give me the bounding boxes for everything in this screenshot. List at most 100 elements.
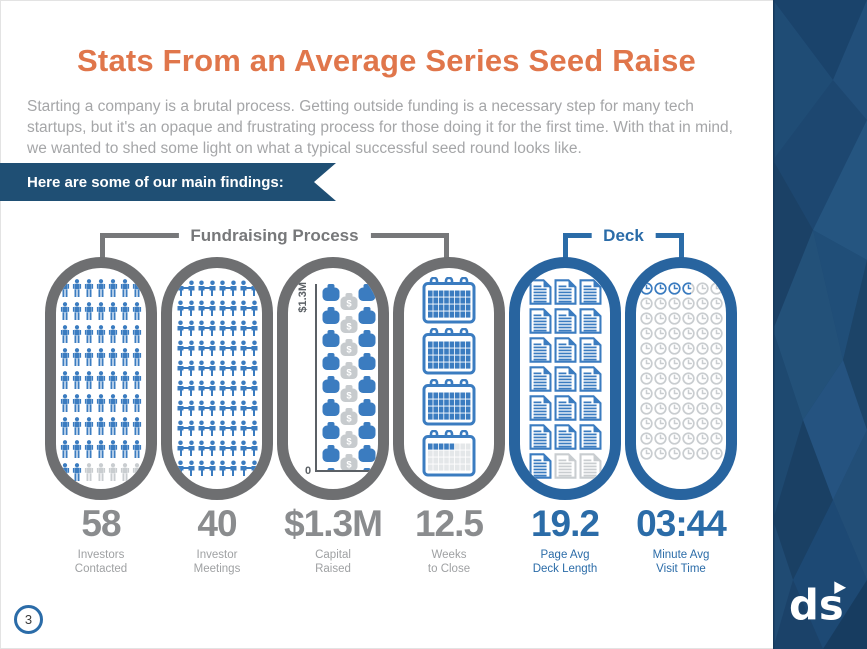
- person-icon: [71, 461, 83, 484]
- clock-icon: [709, 371, 723, 386]
- meeting-icon: [217, 398, 238, 418]
- capsule-weeks-to-close: [393, 257, 505, 500]
- clock-icon: [709, 341, 723, 356]
- document-icon: [528, 306, 553, 335]
- clock-icon: [681, 341, 695, 356]
- stat-label-weeks-to-close: Weeks to Close: [393, 548, 505, 576]
- logo-arrow-icon: [834, 581, 847, 595]
- capsules-row: $1.3M 0 $ $: [45, 257, 737, 500]
- clock-icon: [653, 281, 667, 296]
- person-icon: [59, 461, 71, 484]
- stat-label-line: Meetings: [193, 563, 241, 575]
- clock-icon: [667, 386, 681, 401]
- money-bag-icon: [358, 445, 376, 467]
- person-icon: [95, 300, 107, 323]
- stat-visit-time: 03:44 Minute Avg Visit Time: [625, 503, 737, 576]
- meeting-icon: [217, 418, 238, 438]
- capsule-investors-contacted: [45, 257, 157, 500]
- clock-icon: [709, 401, 723, 416]
- clock-icon: [681, 296, 695, 311]
- person-icon: [119, 323, 131, 346]
- person-icon: [59, 277, 71, 300]
- docsend-logo: ds: [789, 580, 847, 629]
- meeting-icon: [238, 298, 259, 318]
- clock-icon: [667, 281, 681, 296]
- stat-label-deck-length: Page Avg Deck Length: [509, 548, 621, 576]
- document-icon: [528, 393, 553, 422]
- meeting-icon: [238, 318, 259, 338]
- person-icon: [59, 392, 71, 415]
- stat-label-line: Contacted: [74, 563, 128, 575]
- document-icon: [553, 335, 578, 364]
- clock-icon: [695, 326, 709, 341]
- meeting-icon: [238, 278, 259, 298]
- stat-label-visit-time: Minute Avg Visit Time: [625, 548, 737, 576]
- capsule-visit-time: [625, 257, 737, 500]
- document-icon: [578, 306, 603, 335]
- clock-icon: [653, 446, 667, 461]
- document-icon: [528, 364, 553, 393]
- svg-text:$: $: [346, 460, 352, 471]
- axis-bottom-label: 0: [305, 465, 312, 477]
- clock-icon: [709, 281, 723, 296]
- person-icon: [107, 277, 119, 300]
- clock-icon: [639, 431, 653, 446]
- person-icon: [119, 415, 131, 438]
- meeting-icon: [238, 438, 259, 458]
- meeting-icon: [196, 398, 217, 418]
- clock-icon: [653, 341, 667, 356]
- money-bag-stack: $ $ $ $ $ $ $ $ $ $: [322, 284, 377, 470]
- person-icon: [71, 369, 83, 392]
- clock-icon: [681, 281, 695, 296]
- document-icon: [528, 422, 553, 451]
- clock-icon: [667, 296, 681, 311]
- person-icon: [95, 346, 107, 369]
- findings-banner: Here are some of our main findings:: [0, 163, 336, 201]
- capsule-investor-meetings: [161, 257, 273, 500]
- meeting-icon: [175, 278, 196, 298]
- stat-label-line: Visit Time: [656, 563, 706, 575]
- clock-icon: [681, 431, 695, 446]
- money-bag-icon: [322, 422, 340, 444]
- clock-icon: [653, 356, 667, 371]
- meeting-icon: [238, 338, 259, 358]
- money-bag-icon: [322, 284, 340, 306]
- meeting-icon: [196, 338, 217, 358]
- money-bag-icon: [358, 284, 376, 306]
- person-icon: [59, 300, 71, 323]
- person-icon: [119, 277, 131, 300]
- money-bag-icon: $: [340, 431, 358, 453]
- money-bag-icon: $: [340, 362, 358, 384]
- meeting-icon: [196, 378, 217, 398]
- meeting-icon: [238, 458, 259, 478]
- clock-icon: [667, 341, 681, 356]
- stat-value-investor-meetings: 40: [197, 503, 237, 544]
- money-bag-icon: [322, 376, 340, 398]
- stat-deck-length: 19.2 Page Avg Deck Length: [509, 503, 621, 576]
- document-icon: [578, 393, 603, 422]
- meeting-icon: [196, 278, 217, 298]
- document-icon: [553, 422, 578, 451]
- person-icon: [119, 461, 131, 484]
- person-icon: [107, 300, 119, 323]
- clock-icon: [709, 311, 723, 326]
- clock-icon: [639, 281, 653, 296]
- clock-icon: [709, 416, 723, 431]
- person-icon: [131, 392, 143, 415]
- person-icon: [131, 461, 143, 484]
- clock-icon: [667, 326, 681, 341]
- meeting-icon: [238, 398, 259, 418]
- person-icon: [107, 392, 119, 415]
- meeting-icon: [196, 318, 217, 338]
- clock-icon: [681, 401, 695, 416]
- meeting-icon: [175, 438, 196, 458]
- axis-top-label: $1.3M: [297, 282, 309, 313]
- person-icon: [95, 392, 107, 415]
- person-icon: [95, 369, 107, 392]
- stat-value-deck-length: 19.2: [530, 503, 600, 544]
- svg-text:$: $: [346, 414, 352, 425]
- clock-icon: [695, 416, 709, 431]
- person-icon: [71, 415, 83, 438]
- meeting-icon: [175, 358, 196, 378]
